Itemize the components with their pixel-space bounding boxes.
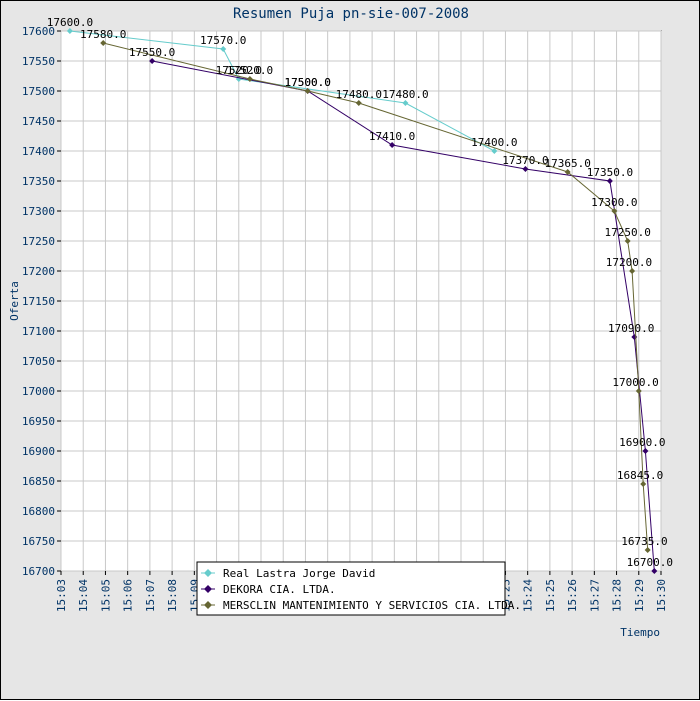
grid-lines	[60, 30, 662, 572]
x-tick-label: 15:25	[544, 579, 557, 612]
data-label: 17300.0	[591, 196, 637, 209]
legend-label: Real Lastra Jorge David	[223, 567, 375, 580]
data-label: 17500.0	[284, 76, 330, 89]
series-line-2	[152, 60, 655, 572]
data-point	[644, 547, 651, 553]
x-tick-label: 15:28	[611, 579, 624, 612]
data-label: 17090.0	[608, 322, 654, 335]
data-point	[100, 40, 107, 46]
data-label: 17570.0	[200, 34, 246, 47]
data-point	[149, 58, 156, 64]
data-label: 17520.0	[227, 64, 273, 77]
data-point	[651, 568, 658, 574]
legend-marker	[204, 569, 212, 577]
data-label: 17370.0	[502, 154, 548, 167]
y-tick-label: 16850	[22, 475, 55, 488]
x-tick-label: 15:27	[588, 579, 601, 612]
data-point	[220, 46, 227, 52]
data-point	[355, 100, 362, 106]
data-point	[640, 481, 647, 487]
data-point	[246, 76, 253, 82]
data-label: 17250.0	[604, 226, 650, 239]
data-label: 17480.0	[382, 88, 428, 101]
x-tick-label: 15:26	[566, 579, 579, 612]
data-label: 17400.0	[471, 136, 517, 149]
y-tick-label: 17100	[22, 325, 55, 338]
x-tick-label: 15:08	[166, 579, 179, 612]
data-point	[564, 169, 571, 175]
y-tick-label: 17350	[22, 175, 55, 188]
y-tick-label: 17300	[22, 205, 55, 218]
y-tick-label: 17500	[22, 85, 55, 98]
y-tick-label: 16900	[22, 445, 55, 458]
data-label: 16735.0	[621, 535, 667, 548]
data-point	[606, 178, 613, 184]
data-label: 16700.0	[627, 556, 673, 569]
x-tick-label: 15:05	[99, 579, 112, 612]
x-axis-title: Tiempo	[620, 626, 660, 639]
x-tick-label: 15:30	[655, 579, 668, 612]
data-point	[635, 388, 642, 394]
legend-marker	[204, 585, 212, 593]
x-tick-label: 15:29	[633, 579, 646, 612]
y-tick-label: 17050	[22, 355, 55, 368]
data-point	[642, 448, 649, 454]
legend-marker	[204, 601, 212, 609]
data-point	[389, 142, 396, 148]
data-label: 17550.0	[129, 46, 175, 59]
legend-box	[196, 561, 506, 616]
y-tick-label: 16750	[22, 535, 55, 548]
data-label: 17600.0	[47, 16, 93, 29]
data-point	[624, 238, 631, 244]
y-tick-label: 17200	[22, 265, 55, 278]
data-label: 16845.0	[617, 469, 663, 482]
data-label: 16900.0	[619, 436, 665, 449]
y-tick-label: 17000	[22, 385, 55, 398]
x-tick-label: 15:03	[55, 579, 68, 612]
data-point	[304, 88, 311, 94]
data-label: 17500.0	[284, 76, 330, 89]
y-tick-label: 17550	[22, 55, 55, 68]
data-point	[66, 28, 73, 34]
legend: Real Lastra Jorge David DEKORA CIA. LTDA.…	[196, 561, 521, 616]
y-tick-label: 16950	[22, 415, 55, 428]
data-label: 17580.0	[80, 28, 126, 41]
data-point	[629, 268, 636, 274]
y-tick-label: 17250	[22, 235, 55, 248]
x-tick-label: 15:24	[522, 579, 535, 612]
data-label: 17350.0	[587, 166, 633, 179]
data-point	[522, 166, 529, 172]
x-tick-label: 15:06	[122, 579, 135, 612]
data-label: 17520.0	[216, 64, 262, 77]
legend-label: DEKORA CIA. LTDA.	[223, 583, 336, 596]
legend-label: MERSCLIN MANTENIMIENTO Y SERVICIOS CIA. …	[223, 599, 521, 612]
y-tick-label: 16700	[22, 565, 55, 578]
data-point	[402, 100, 409, 106]
y-tick-label: 17450	[22, 115, 55, 128]
y-tick-label: 17400	[22, 145, 55, 158]
y-tick-label: 17600	[22, 25, 55, 38]
data-label: 17480.0	[336, 88, 382, 101]
data-label: 17410.0	[369, 130, 415, 143]
data-labels: 17600.0 17570.0 17520.0 17480.0 17400.0 17550…	[47, 16, 673, 569]
series-lines	[66, 28, 658, 574]
y-axis-ticks: 16700 16750 16800 16850 16900 16950 17000 17050…	[22, 25, 61, 578]
data-label: 17000.0	[612, 376, 658, 389]
chart-title: Resumen Puja pn-sie-007-2008	[233, 6, 469, 22]
data-label: 17365.0	[544, 157, 590, 170]
data-point	[491, 148, 498, 154]
y-tick-label: 16800	[22, 505, 55, 518]
y-tick-label: 17150	[22, 295, 55, 308]
x-tick-label: 15:07	[144, 579, 157, 612]
y-axis-title: Oferta	[8, 281, 21, 321]
x-tick-label: 15:04	[77, 579, 90, 612]
data-point	[611, 208, 618, 214]
data-label: 17200.0	[606, 256, 652, 269]
